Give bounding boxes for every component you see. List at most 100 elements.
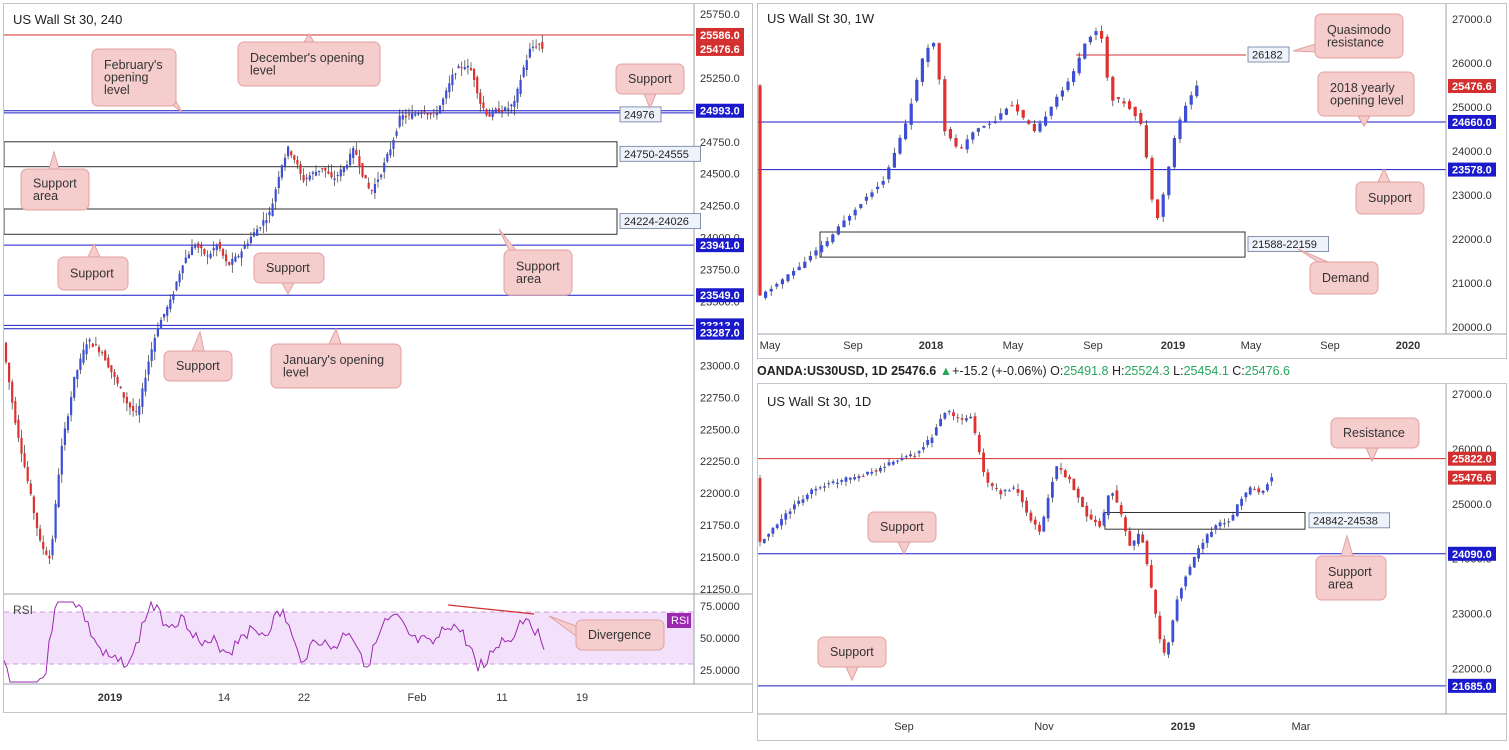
candle <box>491 110 494 117</box>
candle <box>786 274 790 282</box>
candle <box>14 401 17 424</box>
candle <box>853 477 856 480</box>
candle <box>1205 534 1209 544</box>
candle <box>775 283 779 287</box>
chart-240-panel[interactable]: US Wall St 30, 240 21250.0 21500.0 21750.0 2… <box>3 3 753 713</box>
candle <box>999 113 1003 120</box>
close-label: C: <box>1232 364 1245 378</box>
callout-text: area <box>516 272 541 286</box>
price-axis-tick: 20000.0 <box>1452 322 1492 334</box>
candle <box>308 175 311 180</box>
candle <box>476 77 479 94</box>
candle <box>1253 489 1256 491</box>
candle <box>454 73 457 75</box>
candle <box>311 172 314 174</box>
annotation-callout: Support <box>867 511 937 556</box>
chart-1d[interactable]: US Wall St 30, 1D22000.023000.024000.025… <box>758 384 1506 740</box>
candle <box>1115 490 1119 503</box>
candle <box>1051 481 1054 498</box>
last-price: 25476.6 <box>891 364 937 378</box>
time-axis-tick: May <box>760 340 781 352</box>
candle <box>330 172 333 178</box>
candle <box>909 454 912 457</box>
candle <box>122 392 125 398</box>
candle <box>995 487 998 489</box>
candle <box>287 146 290 157</box>
price-tag-label: 23287.0 <box>700 328 740 340</box>
open-label: O: <box>1050 364 1064 378</box>
chart-240[interactable]: US Wall St 30, 240 21250.0 21500.0 21750.0 2… <box>4 4 752 712</box>
candle <box>930 437 934 444</box>
candle <box>965 418 968 421</box>
candle <box>35 512 39 529</box>
candle <box>1270 477 1274 482</box>
candle <box>221 248 225 256</box>
candle <box>920 58 924 82</box>
candle <box>383 162 386 173</box>
candle <box>417 113 420 115</box>
candle <box>1128 101 1132 109</box>
candle <box>1227 521 1231 523</box>
candle <box>166 306 169 316</box>
candle <box>922 447 925 450</box>
candle <box>314 171 318 176</box>
candle <box>810 489 813 495</box>
open-value: 25491.8 <box>1063 364 1109 378</box>
candle <box>780 518 783 526</box>
candle <box>466 65 469 68</box>
candle <box>159 319 163 328</box>
callout-box <box>253 252 325 284</box>
time-axis-tick: Sep <box>894 721 914 733</box>
callout-text: Support <box>1368 191 1412 205</box>
candle <box>1192 556 1196 568</box>
candle <box>119 386 122 389</box>
candle <box>249 236 252 243</box>
candle <box>448 83 451 93</box>
chart-1w-panel[interactable]: US Wall St 30, 1W 20000.0 21000.0 22000.0 23… <box>757 3 1507 359</box>
candle <box>1060 90 1064 97</box>
chart-1d-panel[interactable]: US Wall St 30, 1D22000.023000.024000.025… <box>757 383 1507 741</box>
callout-text: level <box>283 365 309 379</box>
candle <box>831 234 835 243</box>
price-axis-tick: 27000.0 <box>1452 389 1492 401</box>
candle <box>917 451 921 454</box>
candle <box>1139 113 1143 124</box>
candle <box>156 328 159 337</box>
candle <box>147 361 150 375</box>
candle <box>775 524 779 528</box>
price-tag <box>696 238 744 253</box>
annotation-callout: Support <box>163 330 233 382</box>
candle <box>1122 101 1126 104</box>
candle <box>876 186 880 190</box>
candle <box>1248 487 1252 495</box>
candle <box>197 243 200 248</box>
candle <box>1027 120 1031 124</box>
chart-1w[interactable]: US Wall St 30, 1W 20000.0 21000.0 22000.0 23… <box>758 4 1506 358</box>
candle <box>398 115 401 127</box>
price-tag <box>1448 162 1496 177</box>
candle <box>29 483 32 495</box>
candle <box>814 488 818 491</box>
candle <box>1161 194 1165 217</box>
candle <box>327 171 330 174</box>
candle <box>345 164 349 169</box>
time-axis-tick: 11 <box>496 692 507 704</box>
candle <box>26 466 29 482</box>
candle <box>1116 97 1120 99</box>
candle <box>541 41 544 49</box>
candle <box>150 349 153 361</box>
callout-text: resistance <box>1327 35 1384 49</box>
candle <box>336 175 339 177</box>
candle <box>818 487 822 489</box>
price-tag-label: 25822.0 <box>1452 454 1492 466</box>
candle <box>1029 512 1033 521</box>
candle <box>904 123 908 140</box>
candle <box>1132 540 1136 546</box>
candle <box>252 232 256 237</box>
callout-pointer <box>1292 43 1316 53</box>
price-axis-tick: 25000.0 <box>1452 499 1492 511</box>
candle <box>190 246 194 256</box>
price-axis-tick: 24250.0 <box>700 201 740 213</box>
time-axis-tick: 22 <box>298 692 310 704</box>
